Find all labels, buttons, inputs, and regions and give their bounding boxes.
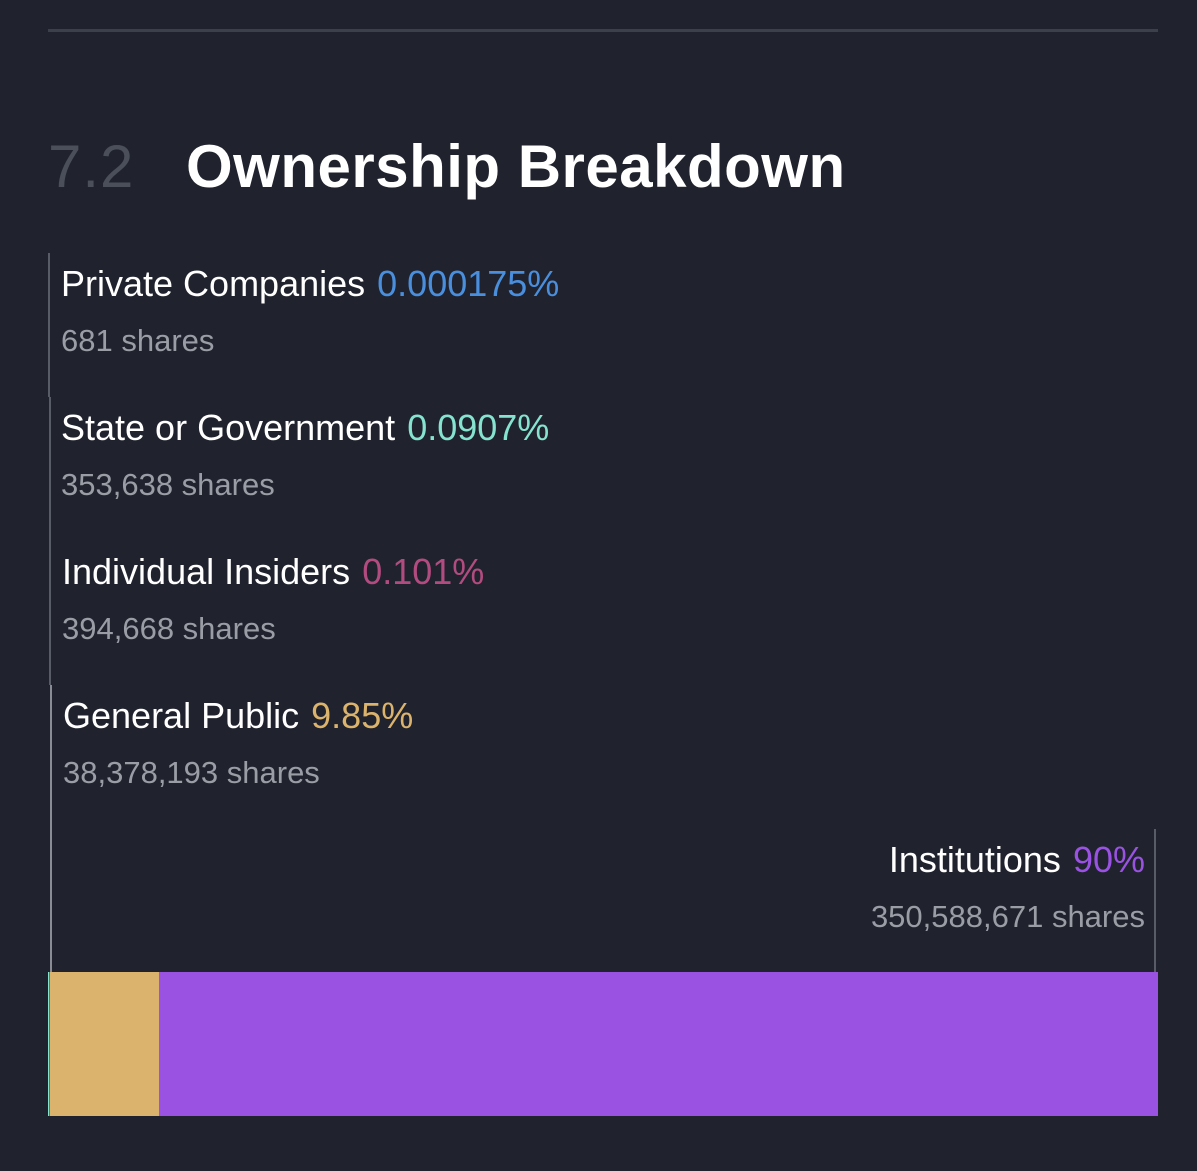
entry-percent: 90% [1072,839,1145,880]
section-title: Ownership Breakdown [186,132,846,200]
entry-name: General Public [63,695,300,736]
ownership-stacked-bar [48,972,1158,1116]
top-divider [48,29,1158,32]
entry-label-state-government: State or Government 0.0907% [61,406,549,450]
entry-marker-private-companies [48,253,50,397]
entry-shares-individual-insiders: 394,668 shares [62,611,276,646]
bar-segment-institutions [159,972,1158,1116]
entry-label-institutions: Institutions 90% [889,838,1145,882]
entry-name: Institutions [888,839,1061,880]
section-header: 7.2 Ownership Breakdown [48,126,846,206]
bar-segment-general-public [50,972,160,1116]
entry-name: Individual Insiders [62,551,351,592]
entry-shares-general-public: 38,378,193 shares [63,755,320,790]
entry-shares-state-government: 353,638 shares [61,467,275,502]
entry-name: State or Government [61,407,396,448]
entry-marker-individual-insiders [49,541,51,685]
entry-label-individual-insiders: Individual Insiders 0.101% [62,550,484,594]
entry-marker-state-government [49,397,51,541]
entry-shares-institutions: 350,588,671 shares [870,899,1145,934]
entry-marker-general-public [50,685,52,972]
entry-name: Private Companies [61,263,366,304]
entry-shares-private-companies: 681 shares [61,323,215,358]
entry-percent: 0.0907% [407,407,550,448]
entry-percent: 0.000175% [377,263,560,304]
entry-percent: 9.85% [311,695,414,736]
bar-segment-individual-insiders [49,972,51,1116]
entry-label-private-companies: Private Companies 0.000175% [61,262,559,306]
entry-marker-institutions [1154,829,1156,972]
section-number: 7.2 [48,132,135,200]
entry-label-general-public: General Public 9.85% [63,694,413,738]
entry-percent: 0.101% [362,551,485,592]
bar-segment-state-or-government [48,972,49,1116]
